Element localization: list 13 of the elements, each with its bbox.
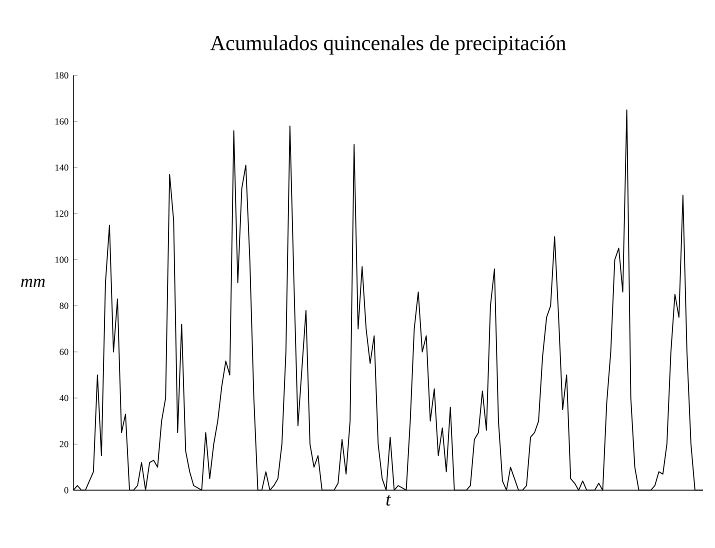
- y-tick-label: 60: [60, 348, 68, 355]
- y-tick-label: 120: [55, 210, 68, 217]
- y-tick-label: 80: [60, 302, 68, 309]
- chart-title: Acumulados quincenales de precipitación: [210, 35, 566, 55]
- y-tick-label: 180: [55, 72, 68, 78]
- y-tick-label: 0: [64, 486, 68, 494]
- y-tick-label: 20: [60, 440, 68, 448]
- y-tick-label: 160: [55, 118, 68, 124]
- y-axis-title: mm: [21, 278, 45, 287]
- y-tick-label: 140: [55, 164, 68, 171]
- y-tick-label: 40: [60, 394, 68, 402]
- x-axis-title: t: [386, 494, 392, 506]
- y-tick-label: 100: [55, 256, 68, 263]
